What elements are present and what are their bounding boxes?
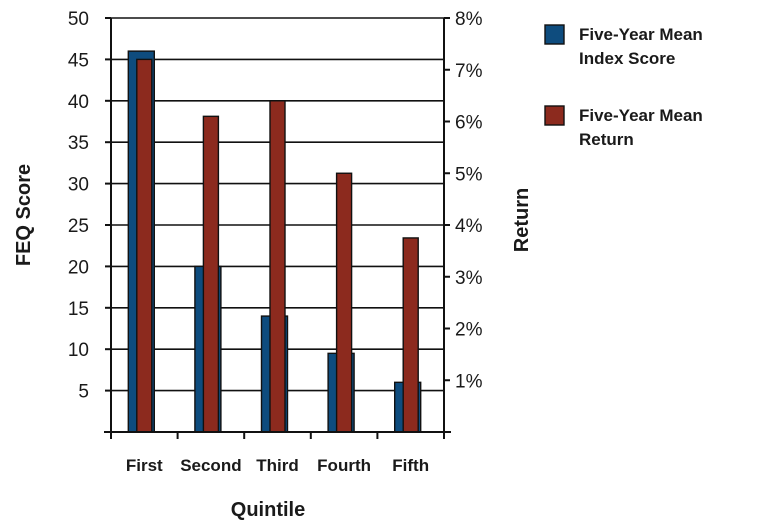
axes [104,17,451,439]
y2-tick-label: 5% [455,164,483,185]
y-tick-label: 50 [68,9,89,30]
legend-entry: Five-Year Mean Return [579,106,703,149]
y2-tick-label: 6% [455,113,483,134]
bars [127,50,422,433]
y-tick-label: 5 [78,382,89,403]
labels: First Second Third Fourth Fifth 5 10 15 20 25 30 35… [13,9,533,521]
y-tick-label: 15 [68,299,89,320]
y2-tick-label: 4% [455,216,483,237]
y2-axis-title: Return [511,188,533,252]
y-tick-label: 45 [68,50,89,71]
y-tick-label: 30 [68,175,89,196]
y2-tick-label: 8% [455,9,483,30]
y-axis-title: FEQ Score [13,164,35,266]
legend-swatch [544,24,565,45]
bar-mean-return-fourth [335,172,353,433]
x-tick-label: Fifth [392,456,429,475]
bar-mean-return-second [202,115,220,433]
legend-swatch [544,105,565,126]
x-axis-title: Quintile [231,499,305,521]
y-tick-label: 35 [68,133,89,154]
y-tick-label: 20 [68,257,89,278]
bar-mean-return-third [269,100,286,433]
y2-tick-label: 3% [455,268,483,289]
y-tick-label: 25 [68,216,89,237]
y2-tick-label: 1% [455,371,483,392]
x-tick-label: Third [256,456,299,475]
bar-mean-return-first [136,58,153,433]
bar-mean-return-fifth [402,237,419,433]
x-tick-label: Second [180,456,241,475]
x-tick-label: First [126,456,163,475]
y-tick-label: 40 [68,92,89,113]
y2-tick-label: 2% [455,320,483,341]
x-tick-label: Fourth [317,456,371,475]
y-tick-label: 10 [68,340,89,361]
legend: Five-Year Mean Index Score Five-Year Mean R… [544,24,703,149]
y2-tick-label: 7% [455,61,483,82]
legend-entry: Five-Year Mean Index Score [579,25,703,68]
